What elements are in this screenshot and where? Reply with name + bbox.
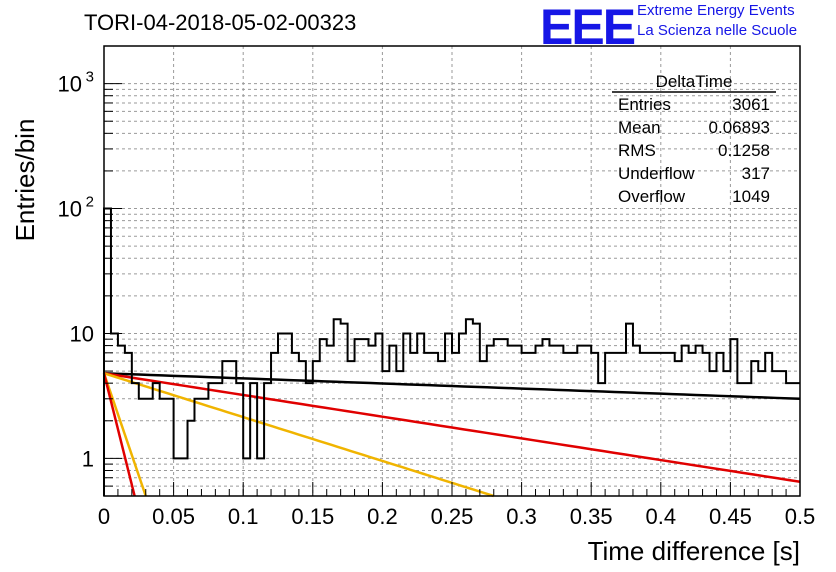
fit-curve <box>103 372 495 498</box>
x-tick-label: 0.25 <box>431 504 474 529</box>
stats-label: Mean <box>618 118 661 137</box>
x-tick-label: 0.5 <box>785 504 816 529</box>
stats-label: Underflow <box>618 164 695 183</box>
fit-curve <box>102 372 147 497</box>
histogram-line <box>103 207 800 496</box>
stats-box: DeltaTime Entries 3061 Mean 0.06893 RMS 0.1258… <box>612 72 776 206</box>
logo-subtitle-2: La Scienza nelle Scuole <box>637 22 798 39</box>
stats-value: 0.1258 <box>718 141 770 160</box>
stats-value: 1049 <box>732 187 770 206</box>
stats-label: RMS <box>618 141 656 160</box>
x-tick-label: 0.4 <box>646 504 677 529</box>
x-tick-label: 0.2 <box>367 504 398 529</box>
x-tick-label: 0.1 <box>228 504 259 529</box>
stats-label: Overflow <box>618 187 686 206</box>
x-tick-label: 0.15 <box>291 504 334 529</box>
fit-curve <box>103 372 801 484</box>
logo-subtitle-1: Extreme Energy Events <box>637 2 795 19</box>
x-tick-label: 0.05 <box>152 504 195 529</box>
plot-title: TORI-04-2018-05-02-00323 <box>84 10 357 35</box>
fit-curve <box>102 372 136 497</box>
axis-ticks <box>103 45 801 497</box>
x-tick-label: 0.3 <box>506 504 537 529</box>
stats-value: 317 <box>742 164 770 183</box>
x-tick-label: 0.45 <box>709 504 752 529</box>
eee-logo: EEE <box>540 0 636 55</box>
x-tick-label: 0.35 <box>570 504 613 529</box>
y-tick-label: 1 <box>82 446 94 471</box>
fit-curves <box>102 372 801 498</box>
y-tick-label: 10 <box>58 72 82 97</box>
y-tick-exponent: 3 <box>86 69 94 86</box>
stats-value: 3061 <box>732 95 770 114</box>
y-axis-label: Entries/bin <box>10 119 40 242</box>
stats-value: 0.06893 <box>709 118 770 137</box>
x-tick-labels: 0 0.05 0.1 0.15 0.2 0.25 0.3 0.35 0.4 0.45 0.5 <box>98 504 815 529</box>
stats-box-title: DeltaTime <box>656 72 733 91</box>
x-tick-label: 0 <box>98 504 110 529</box>
x-axis-label: Time difference [s] <box>588 536 800 566</box>
fit-curve <box>103 372 801 401</box>
y-tick-exponent: 2 <box>86 194 94 211</box>
stats-label: Entries <box>618 95 671 114</box>
y-tick-label: 10 <box>70 321 94 346</box>
y-tick-label: 10 <box>58 197 82 222</box>
